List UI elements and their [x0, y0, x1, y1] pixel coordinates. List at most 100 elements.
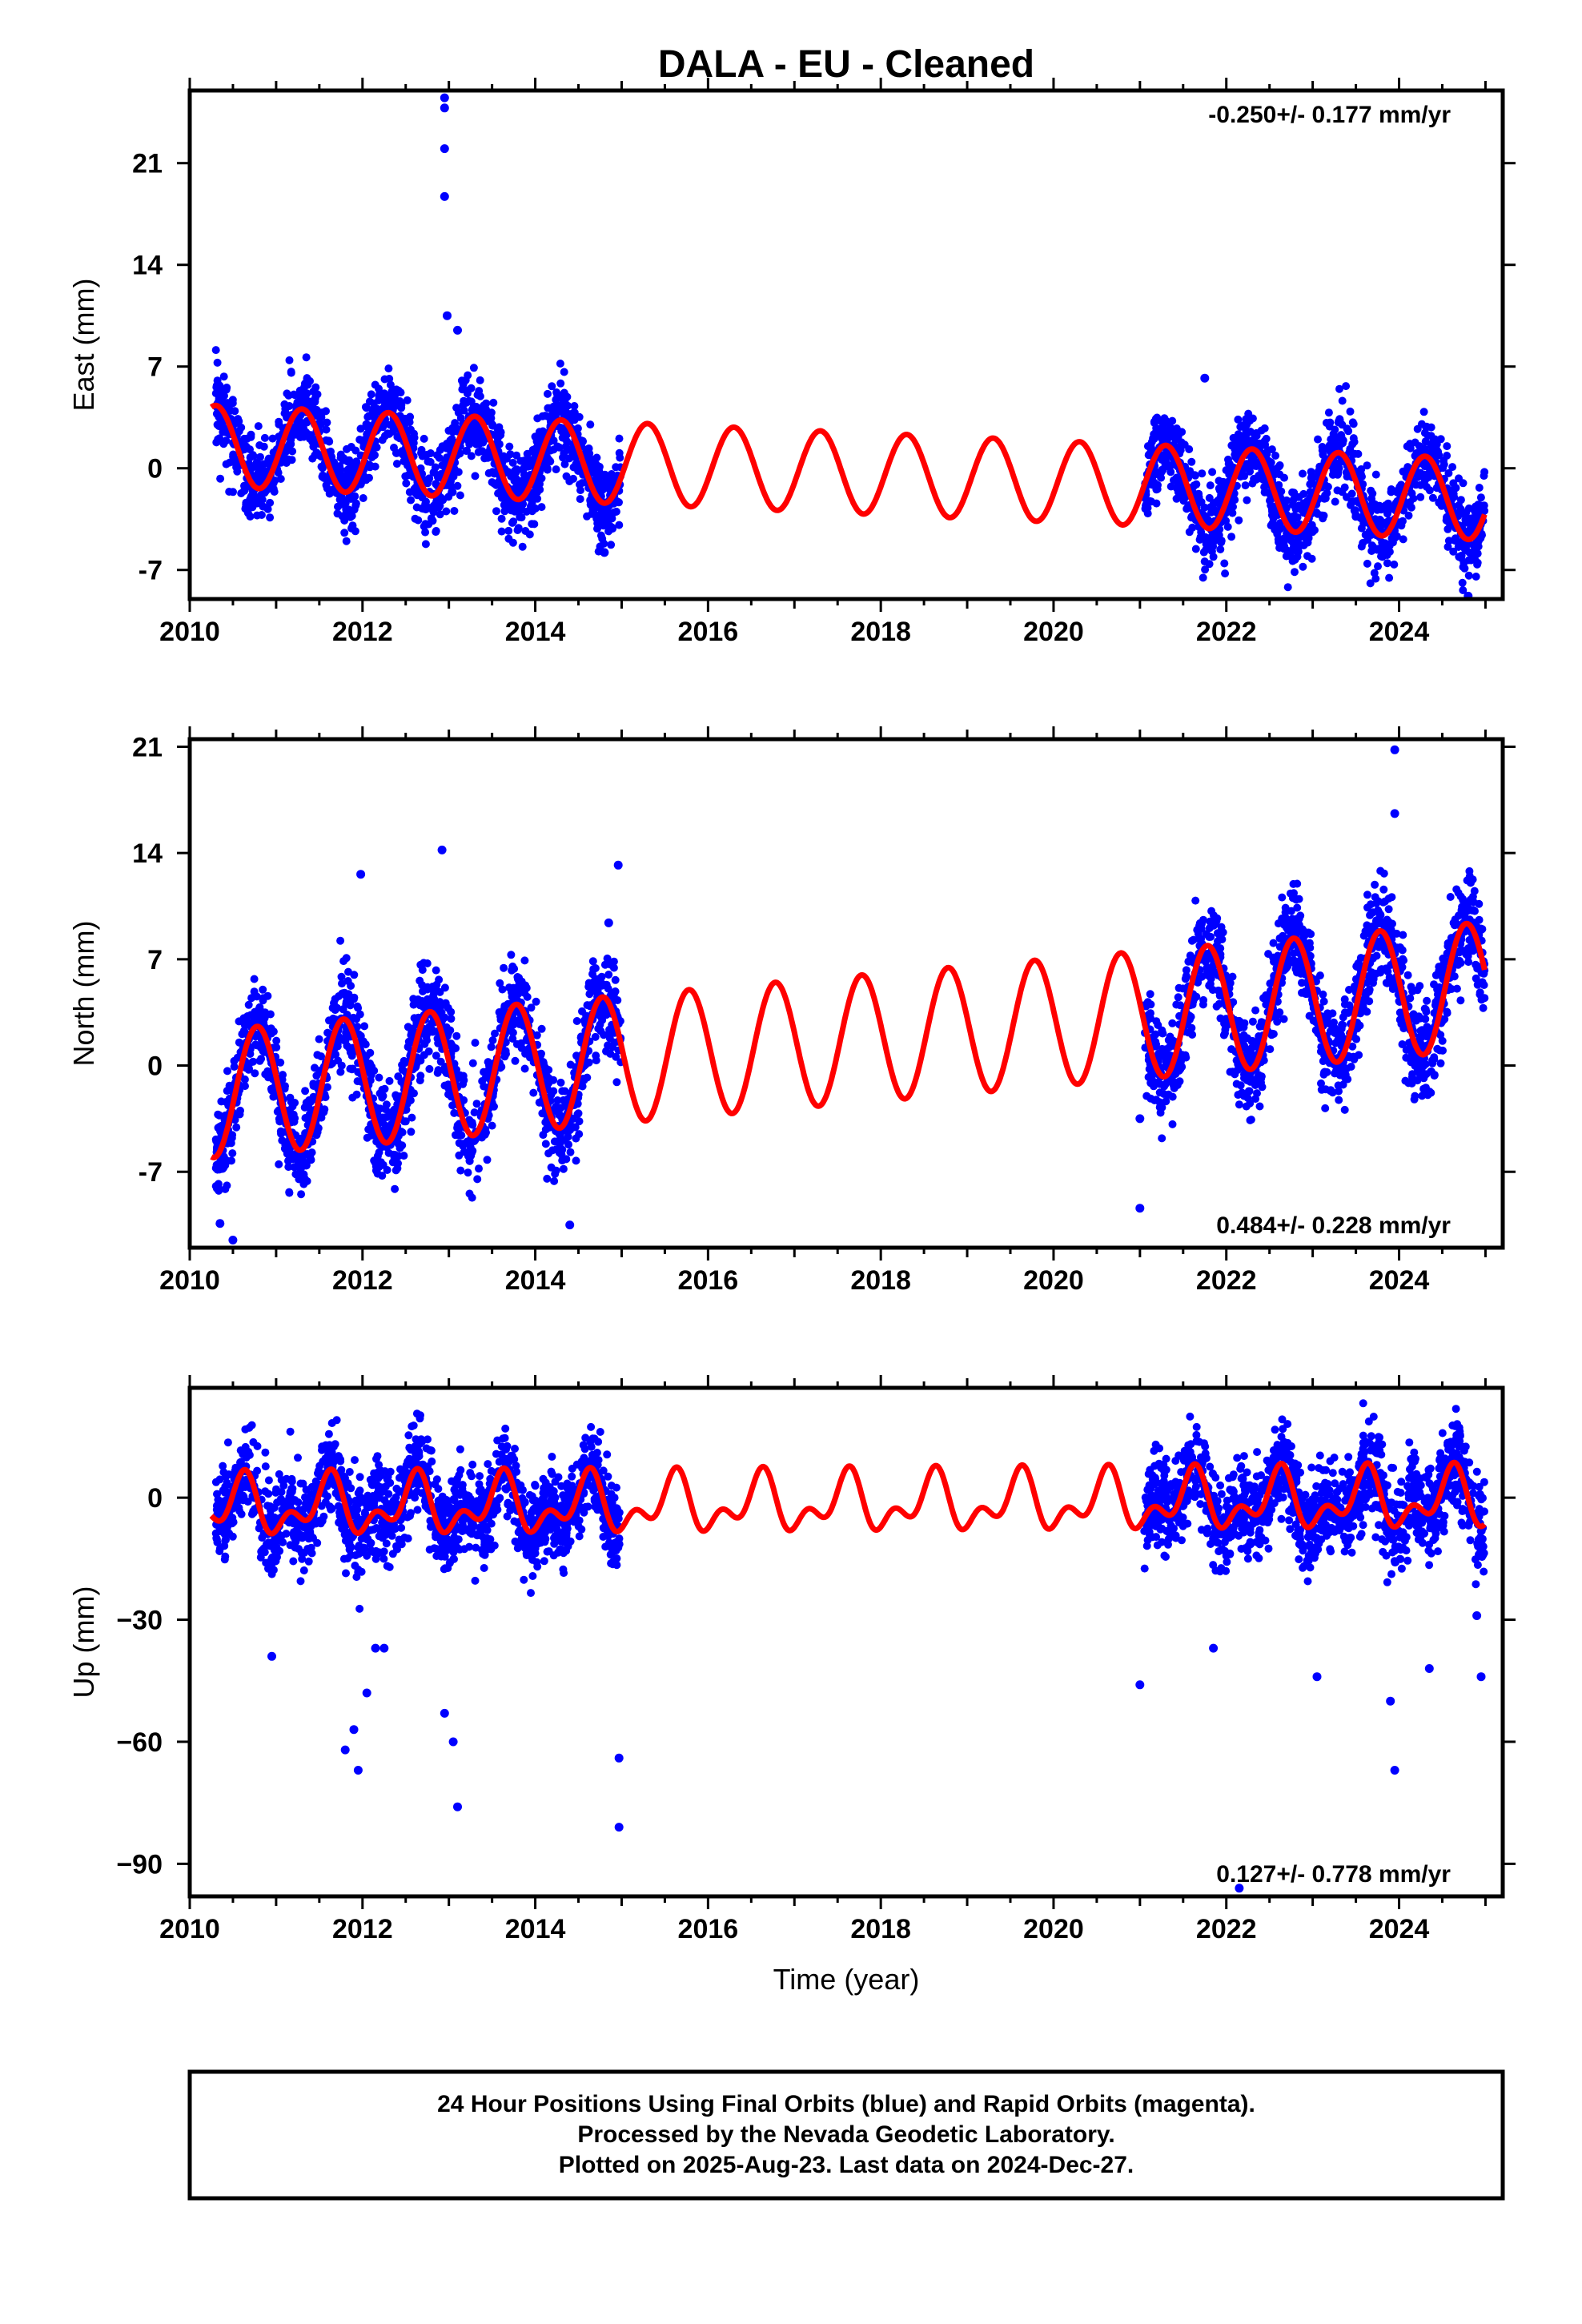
x-tick-label: 2016: [678, 617, 739, 647]
data-point: [283, 389, 291, 398]
data-point: [252, 1041, 261, 1050]
data-point: [460, 1148, 468, 1156]
data-point: [378, 1172, 387, 1180]
data-point: [252, 458, 261, 467]
data-point: [1252, 428, 1261, 437]
data-points: [211, 93, 1489, 599]
data-point: [1215, 525, 1224, 533]
outlier-point: [1200, 373, 1210, 383]
data-point: [375, 396, 383, 404]
data-point: [539, 427, 548, 436]
data-point: [1207, 907, 1216, 915]
data-point: [1163, 433, 1172, 442]
data-point: [1239, 464, 1248, 472]
data-point: [519, 465, 528, 474]
data-point: [1455, 553, 1464, 561]
data-point: [1141, 505, 1150, 513]
data-point: [336, 936, 345, 945]
data-point: [498, 985, 507, 994]
data-point: [508, 1035, 517, 1043]
data-point: [476, 407, 484, 416]
data-point: [1278, 893, 1287, 902]
data-point: [1357, 524, 1366, 533]
data-point: [421, 540, 430, 549]
data-point: [387, 394, 395, 403]
data-point: [263, 991, 272, 1000]
data-point: [333, 509, 342, 518]
data-point: [594, 1024, 603, 1033]
data-point: [246, 453, 255, 462]
data-point: [531, 432, 540, 441]
data-point: [525, 530, 534, 539]
data-point: [401, 472, 410, 480]
data-point: [1217, 491, 1226, 500]
data-point: [523, 455, 532, 464]
data-point: [308, 454, 317, 463]
data-point: [548, 382, 556, 391]
data-point: [473, 1175, 482, 1184]
data-point: [438, 461, 447, 470]
data-point: [1225, 470, 1234, 479]
data-point: [1297, 541, 1306, 549]
data-point: [1423, 431, 1432, 440]
data-point: [416, 1076, 424, 1085]
x-tick-label: 2024: [1369, 617, 1430, 647]
north-panel: 2010 2012 2014 2016 2018 2020 2022 2024-7071421…: [67, 726, 1516, 1296]
data-point: [1185, 528, 1194, 537]
data-point: [1209, 553, 1218, 561]
data-point: [1371, 515, 1379, 524]
data-point: [1339, 439, 1347, 448]
data-point: [223, 1087, 231, 1096]
data-point: [255, 1005, 263, 1014]
data-point: [463, 389, 472, 398]
data-point: [1407, 503, 1415, 512]
data-point: [281, 408, 290, 417]
data-point: [213, 358, 222, 367]
data-point: [263, 505, 272, 513]
data-point: [479, 438, 488, 447]
data-point: [556, 360, 564, 368]
data-point: [382, 1100, 391, 1109]
data-point: [1291, 539, 1300, 548]
data-point: [1446, 893, 1455, 901]
data-point: [572, 1156, 580, 1165]
data-point: [230, 1063, 239, 1071]
data-point: [1155, 429, 1164, 438]
data-point: [215, 1186, 223, 1195]
data-point: [1351, 513, 1360, 521]
data-point: [508, 538, 517, 547]
east-panel: 2010 2012 2014 2016 2018 2020 2022 2024-7071421…: [67, 78, 1516, 647]
data-point: [426, 457, 435, 466]
data-point: [312, 1072, 321, 1080]
data-point: [228, 1149, 237, 1158]
data-point: [512, 468, 520, 476]
data-point: [235, 1038, 243, 1047]
data-point: [394, 1072, 403, 1081]
data-point: [599, 485, 607, 494]
data-point: [539, 1131, 548, 1140]
data-point: [1385, 573, 1394, 582]
data-point: [1185, 445, 1194, 453]
data-point: [275, 1160, 283, 1168]
data-point: [1267, 458, 1275, 467]
data-point: [478, 447, 487, 456]
data-point: [268, 434, 277, 443]
data-point: [566, 1148, 575, 1156]
data-point: [500, 963, 508, 972]
data-point: [543, 1174, 552, 1183]
data-point: [254, 422, 263, 431]
data-point: [1303, 537, 1312, 546]
data-point: [247, 430, 255, 439]
data-point: [359, 494, 367, 502]
data-point: [1436, 1059, 1445, 1068]
data-point: [452, 1044, 460, 1052]
data-point: [307, 398, 316, 407]
data-point: [1206, 481, 1215, 490]
data-point: [1275, 521, 1284, 529]
data-point: [514, 524, 523, 533]
data-point: [610, 990, 618, 999]
data-point: [593, 525, 601, 533]
data-point: [412, 503, 421, 512]
data-point: [307, 1098, 315, 1106]
data-point: [505, 983, 513, 992]
